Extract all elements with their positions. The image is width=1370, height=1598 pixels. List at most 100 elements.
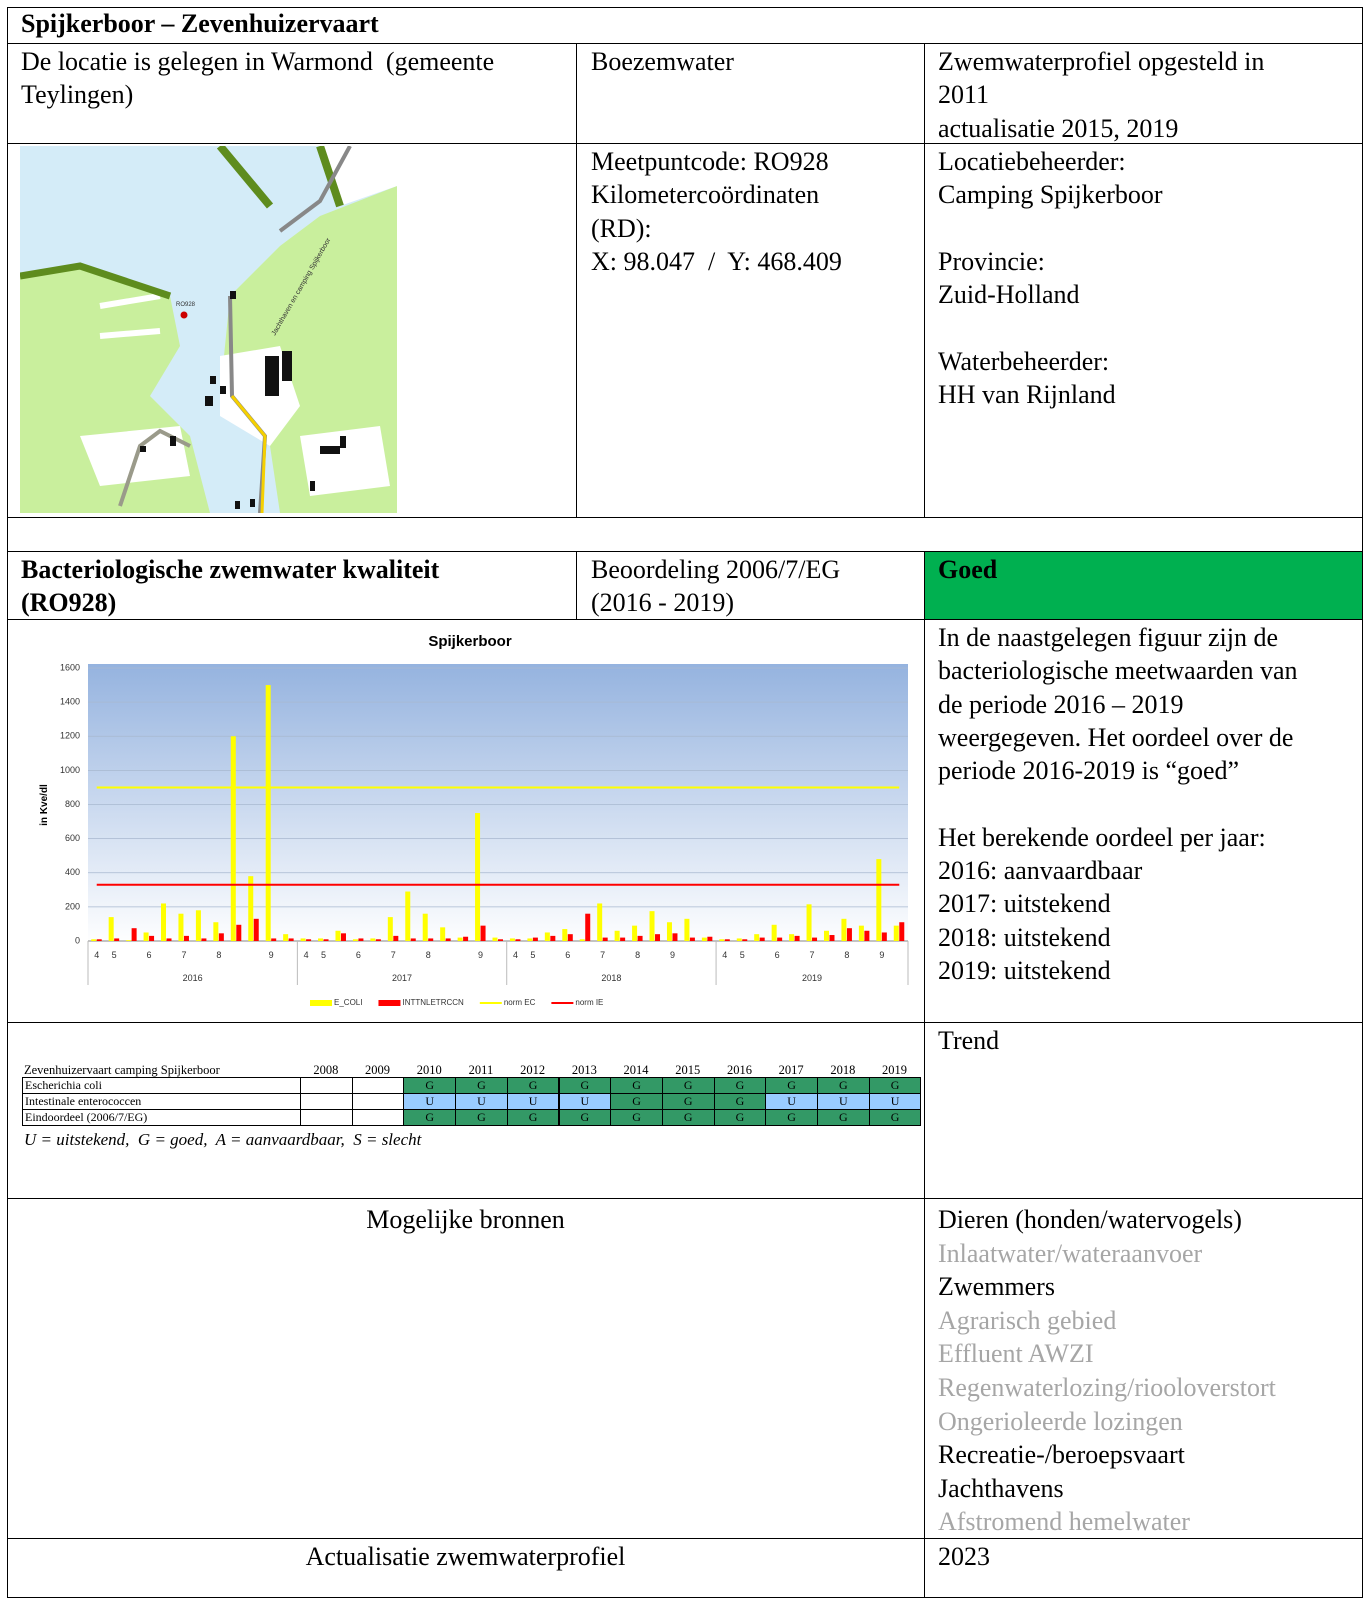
profile-line: Zwemwaterprofiel opgesteld in [938, 47, 1265, 76]
bar [579, 939, 585, 941]
land [320, 146, 397, 206]
source-item: Recreatie-/beroepsvaart [938, 1440, 1185, 1470]
bar [108, 917, 114, 941]
bar [532, 937, 538, 941]
verdict-cell [924, 551, 1363, 620]
bar [724, 939, 730, 941]
bar [410, 938, 416, 941]
x-group-label: 2018 [601, 973, 621, 983]
status-year: 2017 [778, 1063, 804, 1077]
y-axis-label: in Kve/dl [39, 784, 50, 826]
x-group-label: 2019 [802, 973, 822, 983]
road [230, 395, 267, 513]
status-cell: U [868, 1093, 922, 1110]
y-tick-label: 800 [65, 799, 80, 809]
management-label: Provincie: [938, 247, 1045, 276]
bar [515, 939, 521, 941]
status-cell: G [713, 1093, 767, 1110]
point-label: RO928 [176, 302, 196, 308]
legend-label: norm EC [504, 998, 536, 1007]
x-tick-label: 5 [530, 950, 535, 960]
bar [323, 939, 329, 941]
status-year: 2012 [520, 1063, 546, 1077]
bar [201, 938, 207, 941]
bar [91, 939, 97, 941]
bar [358, 938, 364, 941]
bar [422, 913, 428, 941]
sources-title: Mogelijke bronnen [366, 1205, 565, 1234]
dike [20, 262, 172, 300]
profile-line: 2011 [938, 80, 990, 110]
legend-swatch [310, 1000, 332, 1006]
y-tick-label: 400 [65, 867, 80, 877]
measurement-point [180, 311, 188, 319]
verdict: Goed [938, 555, 998, 584]
legend-label: E_COLI [334, 998, 362, 1007]
status-name: Intestinale enterococcen [22, 1093, 301, 1110]
x-tick-label: 9 [879, 950, 884, 960]
status-cell: G [868, 1077, 922, 1094]
bar [126, 940, 132, 941]
land [300, 426, 390, 496]
bar [829, 935, 835, 941]
status-cell: U [558, 1093, 612, 1110]
bar [632, 925, 638, 941]
bar [218, 933, 224, 941]
bar [719, 939, 725, 941]
bar [649, 911, 655, 941]
status-year: 2019 [882, 1063, 908, 1077]
dike [216, 146, 344, 209]
measurement-line: Kilometercoördinaten [591, 180, 820, 210]
bar [265, 685, 271, 941]
bar [236, 924, 242, 941]
y-tick-label: 0 [75, 935, 80, 945]
x-group-label: 2016 [183, 973, 203, 983]
bar [812, 937, 818, 941]
profile-line: actualisatie 2015, 2019 [938, 113, 1179, 143]
status-cell: G [506, 1077, 560, 1094]
status-legend: U = uitstekend, G = goed, A = aanvaardba… [24, 1130, 422, 1149]
bar [509, 938, 515, 941]
bar [550, 935, 556, 941]
bar [253, 918, 259, 941]
yearly-line: 2016: aanvaardbaar [938, 856, 1143, 886]
status-cell: U [506, 1093, 560, 1110]
bar [405, 891, 411, 941]
bar [183, 935, 189, 941]
bar [637, 935, 643, 941]
chart: Spijkerboor in Kve/dl 0 200 400 600 800 1000 1… [39, 633, 909, 1007]
bar [544, 932, 550, 941]
yearly-line: 2019: uitstekend [938, 956, 1111, 985]
y-tick-label: 1400 [60, 697, 80, 707]
bar [463, 936, 469, 941]
status-cell: G [765, 1077, 818, 1094]
map: RO928 Jachthaven en camping Spijkerboor [20, 146, 397, 513]
bar [457, 937, 463, 941]
x-tick-label: 8 [426, 950, 431, 960]
status-cell: G [765, 1109, 818, 1126]
bar [166, 938, 172, 941]
explanation-line: weergegeven. Het oordeel over de [938, 722, 1294, 752]
bar [876, 859, 882, 941]
status-cell: G [661, 1109, 715, 1126]
explanation-line: periode 2016-2019 is “goed” [938, 756, 1240, 786]
bar [440, 927, 446, 941]
explanation-line: In de naastgelegen figuur zijn de [938, 623, 1279, 652]
bar [480, 925, 486, 941]
bar [195, 910, 201, 941]
bar [666, 922, 672, 941]
status-cell [351, 1109, 405, 1126]
location-line: Teylingen) [21, 80, 134, 110]
bar [387, 917, 393, 941]
bar [899, 922, 905, 941]
measurement-line: X: 98.047 / Y: 468.409 [591, 246, 842, 276]
yearly-line: 2018: uitstekend [938, 922, 1111, 952]
bar [841, 918, 847, 941]
x-tick-label: 4 [513, 950, 518, 960]
source-item: Regenwaterlozing/riooloverstort [938, 1373, 1276, 1402]
status-cell: G [817, 1109, 870, 1126]
bar [846, 928, 852, 941]
bar [864, 930, 870, 941]
bar [143, 932, 149, 941]
bar [655, 934, 661, 941]
